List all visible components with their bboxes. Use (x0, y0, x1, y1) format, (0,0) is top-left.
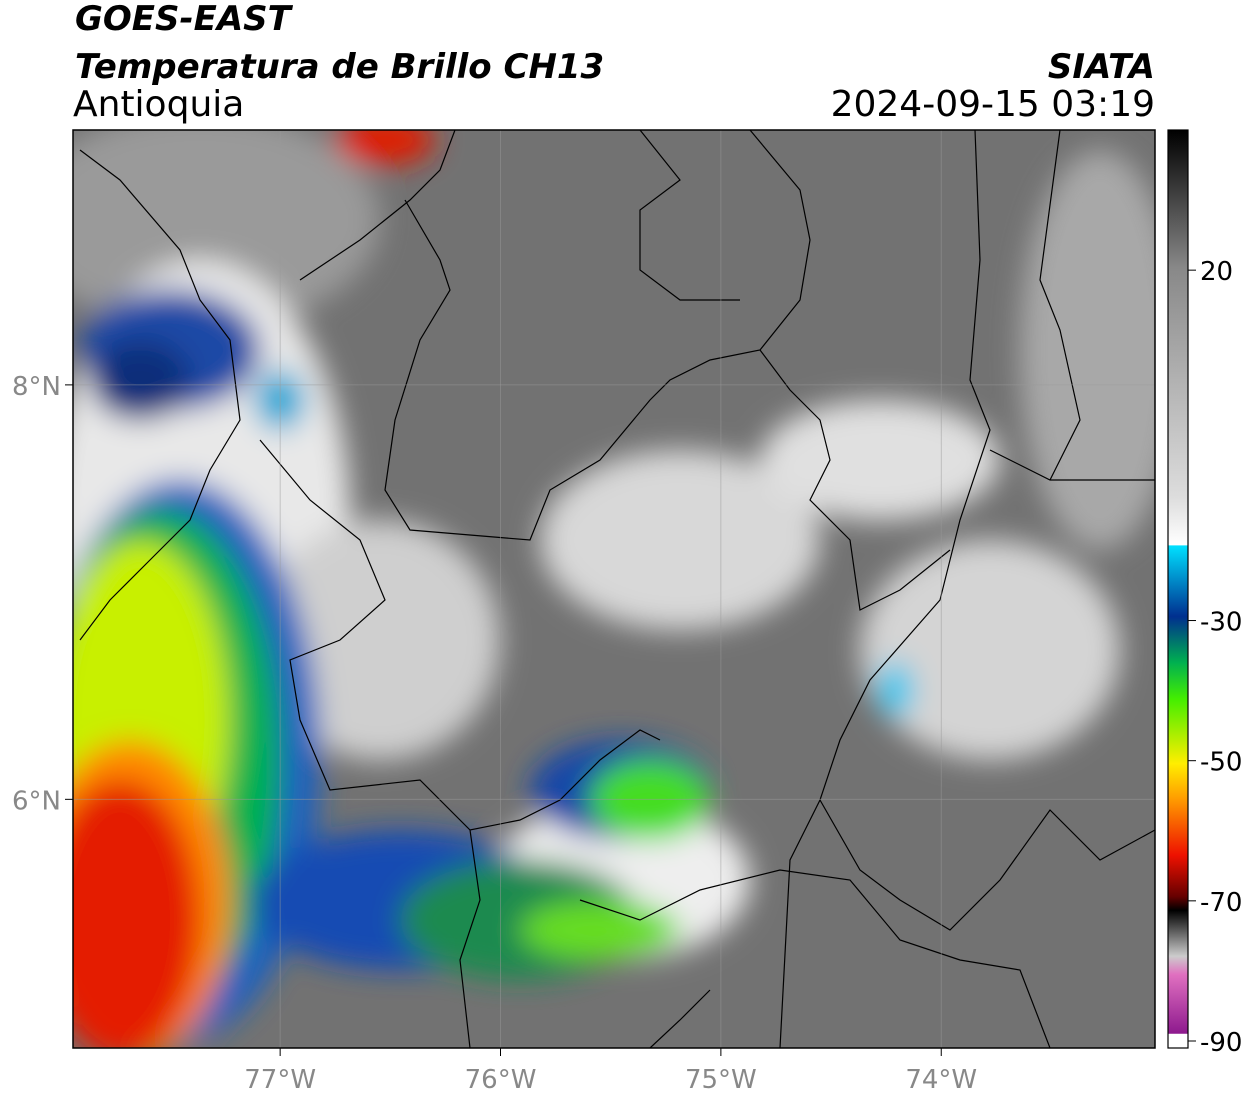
lon-tick-label: 77°W (244, 1065, 316, 1095)
datetime: 2024-09-15 03:19 (831, 84, 1155, 125)
map-frame (72, 129, 1156, 1049)
colorbar-tick-label: 20 (1200, 257, 1233, 287)
satellite-image (73, 130, 1155, 1048)
lon-tick-label: 76°W (465, 1065, 537, 1095)
lat-tick-label: 8°N (12, 372, 61, 402)
lat-tick-label: 6°N (12, 786, 61, 816)
satellite-title: GOES-EAST (75, 0, 294, 39)
source: SIATA (1048, 47, 1155, 87)
colorbar-tick-label: -30 (1200, 608, 1242, 638)
colorbar-tick-label: -70 (1200, 888, 1242, 918)
region: Antioquia (73, 84, 244, 125)
colorbar (1167, 129, 1189, 1049)
colorbar-tick-label: -90 (1200, 1028, 1242, 1058)
colorbar-tick-label: -50 (1200, 748, 1242, 778)
product-title: Temperatura de Brillo CH13 (75, 47, 604, 87)
lon-tick-label: 74°W (905, 1065, 977, 1095)
lon-tick-label: 75°W (685, 1065, 757, 1095)
